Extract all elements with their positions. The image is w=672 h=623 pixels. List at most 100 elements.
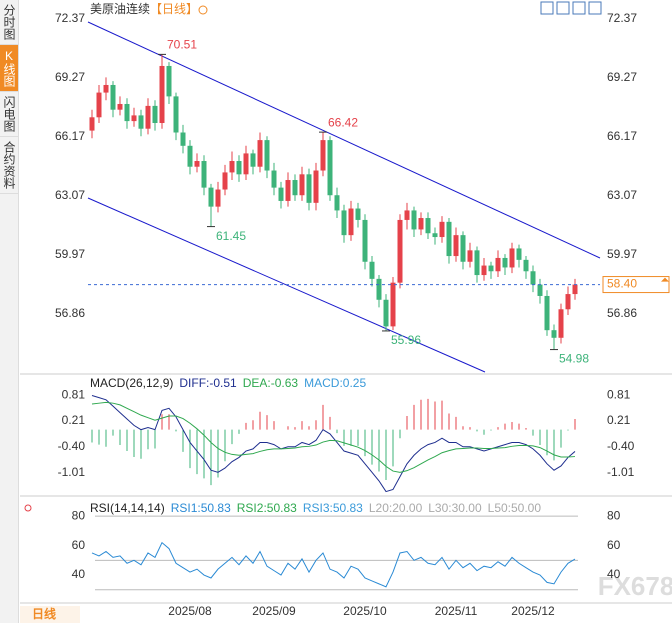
candle-body bbox=[110, 84, 116, 110]
legend-item: DEA: bbox=[243, 376, 271, 390]
candle-body bbox=[460, 235, 466, 262]
tool-icon[interactable] bbox=[572, 1, 586, 15]
y-tick-label: 59.97 bbox=[55, 247, 85, 261]
symbol: 美原油连续 bbox=[90, 1, 150, 16]
legend-item: DIFF: bbox=[179, 376, 209, 390]
y-tick-label: 0.81 bbox=[607, 387, 631, 401]
extreme-label: 55.96 bbox=[391, 333, 421, 347]
legend-item: MACD(26,12,9) bbox=[90, 376, 173, 390]
y-tick-label: -1.01 bbox=[58, 465, 86, 479]
sidebar: 分时图 K线图 闪电图 合约资料 bbox=[0, 0, 19, 623]
candle-body bbox=[320, 140, 326, 171]
y-tick-label: 80 bbox=[72, 508, 86, 522]
candle-body bbox=[271, 170, 277, 188]
timeframe-box[interactable] bbox=[20, 606, 80, 623]
legend: RSI(14,14,14) RSI1:50.83 RSI2:50.83 RSI3:50… bbox=[90, 501, 541, 515]
candle-body bbox=[572, 284, 578, 295]
last-price-box bbox=[602, 276, 670, 294]
candle-body bbox=[411, 210, 417, 230]
candle-body bbox=[131, 115, 137, 122]
candle-body bbox=[467, 250, 473, 262]
tab[interactable]: K线图 bbox=[0, 45, 18, 92]
legend: MACD(26,12,9) DIFF:-0.51 DEA:-0.63 MACD:0.2… bbox=[90, 376, 366, 390]
legend-item: 50.00 bbox=[511, 501, 541, 515]
legend-item: L20: bbox=[369, 501, 392, 515]
y-tick-label: 56.86 bbox=[55, 306, 85, 320]
extreme-label: 70.51 bbox=[167, 38, 197, 52]
y-tick-label: 0.81 bbox=[62, 387, 86, 401]
legend-item: RSI2: bbox=[237, 501, 267, 515]
watermark: FX678 bbox=[598, 571, 672, 601]
legend-item: RSI(14,14,14) bbox=[90, 501, 165, 515]
tool-icon[interactable] bbox=[540, 1, 554, 15]
extreme-label: 54.98 bbox=[559, 352, 589, 366]
candle-body bbox=[418, 218, 424, 230]
candle-body bbox=[446, 221, 452, 257]
y-tick-label: 59.97 bbox=[607, 247, 637, 261]
candle-body bbox=[488, 265, 494, 272]
diff-line bbox=[91, 395, 576, 493]
y-tick-label: 56.86 bbox=[607, 306, 637, 320]
candle-body bbox=[397, 219, 403, 283]
tab[interactable]: 分时图 bbox=[0, 0, 18, 45]
candle-body bbox=[243, 153, 249, 175]
candle-body bbox=[425, 218, 431, 234]
y-tick-label: 40 bbox=[607, 567, 621, 581]
y-tick-label: 66.17 bbox=[607, 129, 637, 143]
candle-body bbox=[250, 153, 256, 167]
y-tick-label: 72.37 bbox=[607, 11, 637, 25]
y-tick-label: 66.17 bbox=[55, 129, 85, 143]
tool-icon[interactable] bbox=[588, 1, 602, 15]
x-tick-label: 2025/12 bbox=[511, 604, 555, 618]
y-tick-label: -1.01 bbox=[607, 465, 635, 479]
legend-item: 30.00 bbox=[452, 501, 482, 515]
candle-body bbox=[229, 161, 235, 173]
y-tick-label: 60 bbox=[607, 538, 621, 552]
candle-body bbox=[208, 187, 214, 207]
candle-body bbox=[439, 221, 445, 238]
last-price-label: 58.40 bbox=[607, 277, 637, 291]
candle-body bbox=[117, 103, 123, 110]
candle-body bbox=[138, 115, 144, 129]
candle-body bbox=[565, 294, 571, 310]
legend-item: 0.25 bbox=[343, 376, 367, 390]
candle-body bbox=[551, 330, 557, 338]
tool-icon[interactable] bbox=[556, 1, 570, 15]
y-tick-label: 80 bbox=[607, 508, 621, 522]
tab[interactable]: 合约资料 bbox=[0, 137, 18, 194]
x-tick-label: 2025/10 bbox=[343, 604, 387, 618]
legend-item: L30: bbox=[428, 501, 451, 515]
candle-body bbox=[257, 140, 263, 167]
candle-body bbox=[103, 84, 109, 93]
period-icon[interactable] bbox=[198, 5, 208, 15]
candle-body bbox=[327, 140, 333, 196]
candle-body bbox=[285, 180, 291, 201]
candle-body bbox=[404, 210, 410, 220]
candle-body bbox=[348, 208, 354, 236]
candle-body bbox=[215, 189, 221, 207]
timeframe[interactable]: 日线 bbox=[32, 606, 56, 621]
candle-body bbox=[355, 208, 361, 220]
candle-body bbox=[89, 117, 95, 131]
toolbar bbox=[540, 1, 602, 15]
y-tick-label: 63.07 bbox=[607, 188, 637, 202]
candle-body bbox=[453, 235, 459, 257]
legend-item: RSI1: bbox=[171, 501, 201, 515]
candle-body bbox=[383, 299, 389, 327]
legend-item: 20.00 bbox=[392, 501, 422, 515]
x-tick-label: 2025/11 bbox=[435, 604, 478, 618]
candle-body bbox=[166, 65, 172, 97]
legend-item: RSI3: bbox=[303, 501, 333, 515]
extreme-label: 61.45 bbox=[216, 229, 246, 243]
last-price-arrow bbox=[661, 277, 669, 282]
extreme-label: 66.42 bbox=[328, 115, 358, 129]
candle-body bbox=[376, 278, 382, 300]
candle-body bbox=[558, 309, 564, 338]
legend-item: 50.83 bbox=[333, 501, 363, 515]
candle-body bbox=[145, 105, 151, 129]
candle-body bbox=[537, 284, 543, 296]
tab[interactable]: 闪电图 bbox=[0, 92, 18, 137]
candle-body bbox=[292, 180, 298, 196]
